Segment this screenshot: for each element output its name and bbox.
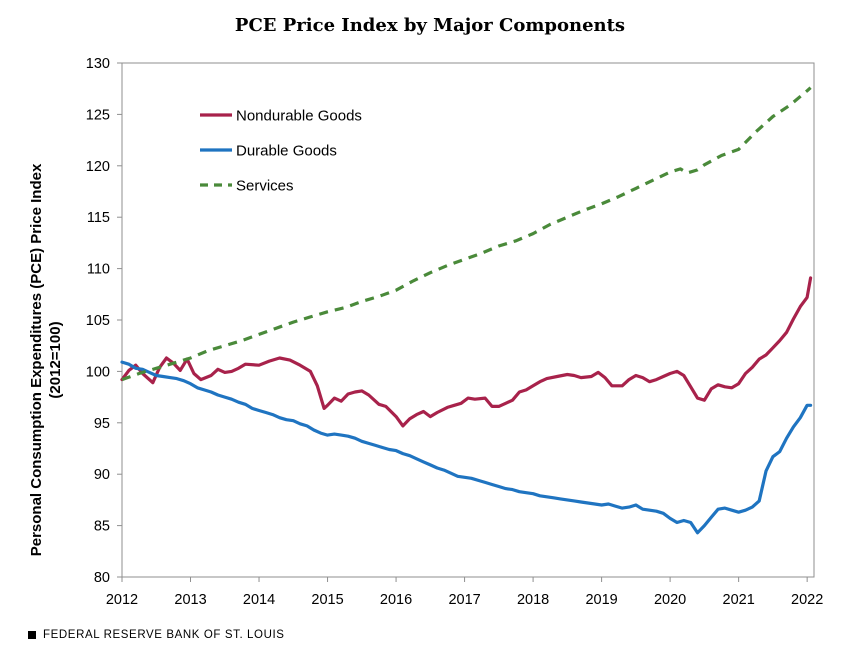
x-tick-label: 2016 (380, 592, 412, 608)
x-tick-label: 2018 (517, 592, 549, 608)
y-tick-label: 95 (94, 416, 110, 432)
series-line-services (121, 86, 812, 382)
x-tick-label: 2012 (106, 592, 138, 608)
legend-label: Services (236, 178, 294, 195)
source-footer: FEDERAL RESERVE BANK OF ST. LOUIS (28, 629, 285, 641)
y-tick-label: 110 (87, 262, 110, 278)
legend: Nondurable Goods Durable Goods Services (200, 108, 362, 195)
x-tick-label: 2019 (585, 592, 617, 608)
y-axis-label-group: Personal Consumption Expenditures (PCE) … (28, 163, 64, 556)
y-axis: 80 85 90 95 100 105 110 115 120 125 130 (86, 56, 122, 586)
x-tick-label: 2021 (723, 592, 755, 608)
x-tick-label: 2014 (243, 592, 275, 608)
legend-label: Nondurable Goods (236, 108, 362, 125)
y-axis-label-line-1: Personal Consumption Expenditures (PCE) … (28, 163, 45, 556)
x-tick-label: 2020 (654, 592, 686, 608)
plot-area-frame (121, 62, 815, 578)
chart-title: PCE Price Index by Major Components (235, 15, 625, 36)
y-tick-label: 130 (86, 56, 110, 72)
fred-square-icon (28, 631, 36, 639)
y-axis-label-line-2: (2012=100) (47, 321, 64, 398)
y-tick-label: 125 (86, 107, 110, 123)
x-tick-label: 2022 (791, 592, 823, 608)
pce-chart: PCE Price Index by Major Components Pers… (28, 15, 823, 608)
series-line-durable-goods (120, 360, 813, 535)
series-layer (120, 86, 813, 535)
y-tick-label: 120 (86, 159, 110, 175)
x-axis: 2012 2013 2014 2015 2016 2017 2018 2019 2020 2021… (106, 577, 823, 608)
y-tick-label: 90 (94, 467, 110, 483)
y-tick-label: 100 (86, 364, 110, 380)
y-tick-label: 80 (94, 570, 110, 586)
y-tick-label: 105 (86, 313, 110, 329)
series-line-nondurable-goods (120, 276, 813, 428)
x-tick-label: 2015 (311, 592, 343, 608)
x-tick-label: 2013 (174, 592, 206, 608)
y-tick-label: 85 (94, 519, 110, 535)
x-tick-label: 2017 (448, 592, 480, 608)
legend-label: Durable Goods (236, 143, 337, 160)
source-text: FEDERAL RESERVE BANK OF ST. LOUIS (43, 629, 285, 641)
y-tick-label: 115 (87, 210, 110, 226)
